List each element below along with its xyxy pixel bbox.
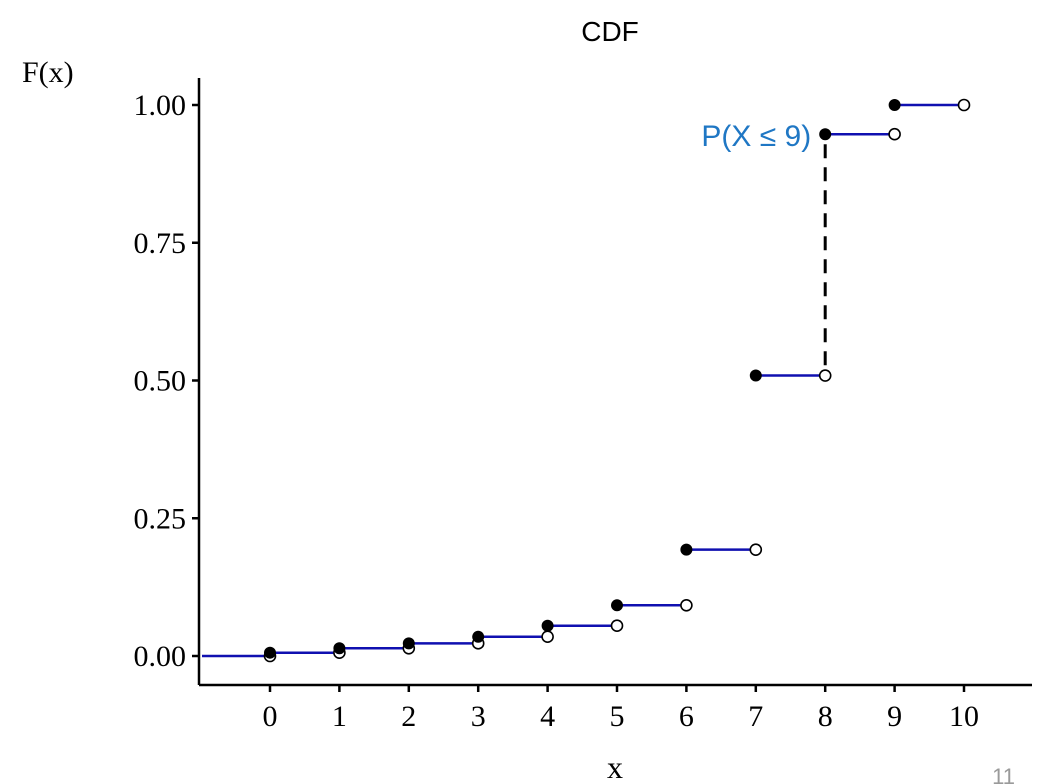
filled-point — [680, 543, 693, 556]
x-tick-label: 3 — [471, 700, 486, 733]
x-tick-label: 9 — [887, 700, 902, 733]
filled-point — [333, 642, 346, 655]
open-point — [957, 98, 971, 112]
filled-point — [888, 99, 901, 111]
x-tick-label: 7 — [748, 700, 763, 733]
open-point — [888, 127, 901, 141]
x-ticks: 0 1 2 3 4 5 6 7 8 9 10 — [263, 685, 979, 733]
y-tick-label: 1.00 — [134, 89, 187, 122]
page-number: 11 — [992, 764, 1015, 784]
y-ticks: 0.00 0.25 0.50 0.75 1.00 — [134, 89, 199, 673]
filled-point — [749, 369, 762, 382]
filled-point — [541, 619, 554, 632]
x-tick-label: 5 — [610, 700, 625, 733]
filled-point — [611, 599, 623, 612]
open-point — [541, 630, 554, 644]
axes — [197, 78, 1032, 687]
y-tick-label: 0.25 — [134, 502, 187, 535]
x-tick-label: 6 — [679, 700, 694, 733]
x-tick-label: 0 — [263, 700, 278, 733]
open-point — [818, 369, 832, 382]
x-axis-label: x — [607, 749, 623, 784]
open-point — [749, 543, 763, 556]
y-tick-label: 0.75 — [134, 227, 187, 260]
y-axis-label: F(x) — [22, 56, 74, 89]
filled-point — [819, 128, 832, 141]
x-tick-label: 2 — [401, 700, 416, 733]
data-marks — [202, 98, 971, 663]
filled-point — [264, 646, 276, 659]
y-tick-label: 0.50 — [134, 365, 187, 398]
x-tick-label: 10 — [949, 700, 979, 733]
x-tick-label: 4 — [540, 700, 555, 733]
filled-point — [402, 637, 415, 650]
x-tick-label: 1 — [332, 700, 347, 733]
chart-title: CDF — [581, 16, 639, 47]
annotation-label: P(X ≤ 9) — [701, 120, 811, 153]
open-point — [680, 599, 693, 612]
open-point — [610, 619, 624, 632]
filled-point — [472, 630, 485, 643]
x-tick-label: 8 — [818, 700, 833, 733]
y-tick-label: 0.00 — [134, 640, 187, 673]
